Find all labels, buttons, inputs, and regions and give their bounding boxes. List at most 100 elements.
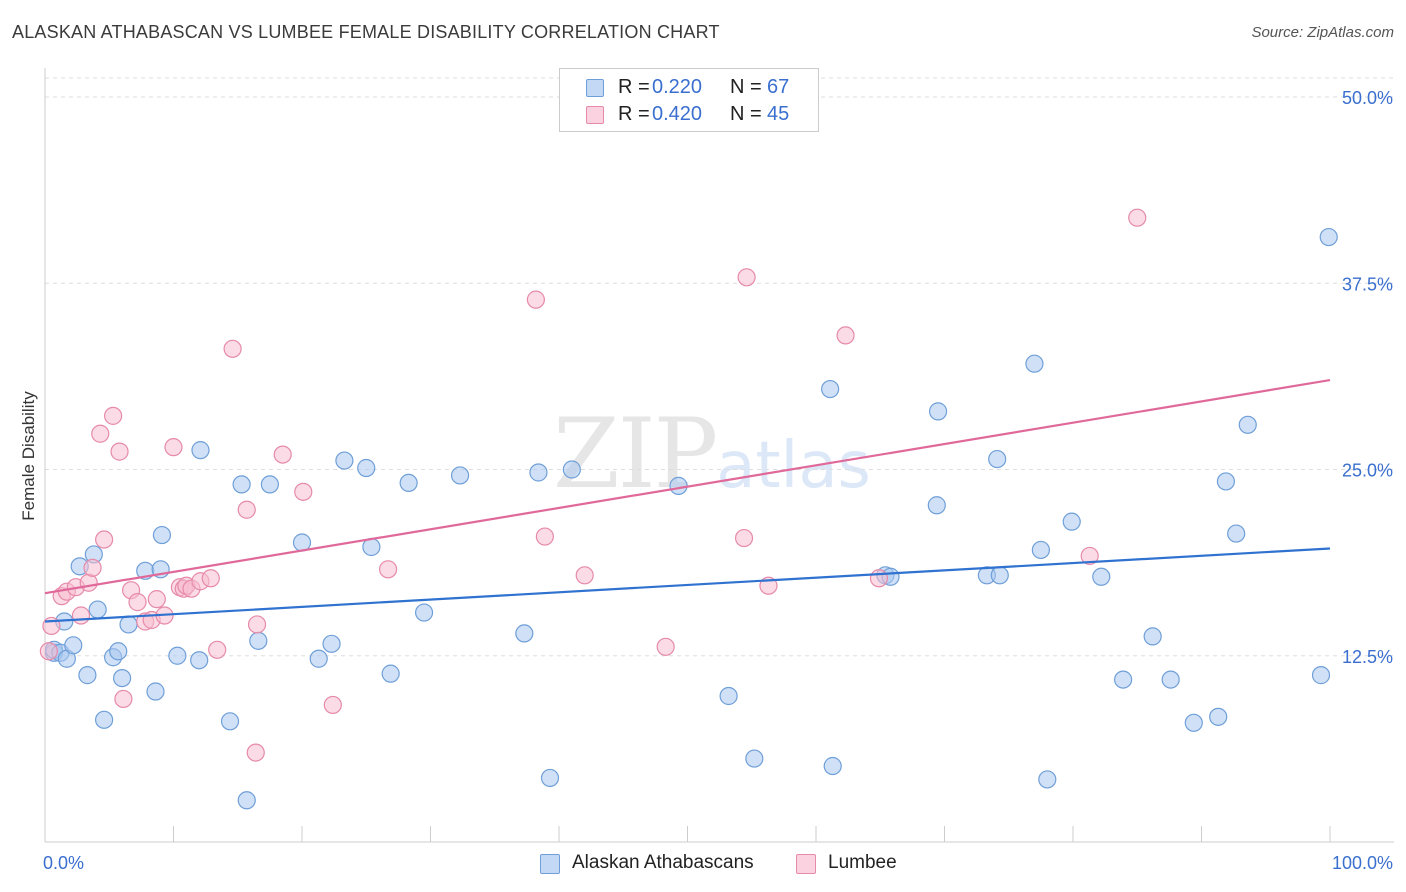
legend-n-value: 67 (767, 76, 790, 98)
trend-line-athabascan (44, 547, 1331, 623)
point-athabascan (1216, 472, 1236, 491)
trend-line-lumbee (44, 379, 1331, 595)
chart-title: ALASKAN ATHABASCAN VS LUMBEE FEMALE DISA… (12, 22, 720, 42)
point-athabascan (823, 756, 842, 776)
point-lumbee (836, 326, 855, 345)
legend-row-athabascan: R = 0.220 N = 67 (560, 75, 818, 101)
point-athabascan (1227, 524, 1246, 543)
point-athabascan (399, 473, 418, 493)
point-lumbee (95, 530, 114, 549)
point-athabascan (88, 600, 107, 619)
point-layer (39, 208, 1338, 810)
point-athabascan (190, 651, 209, 670)
point-athabascan (1038, 770, 1057, 789)
point-athabascan (64, 636, 83, 655)
point-athabascan (540, 768, 560, 788)
y-tick-label: 37.5% (1342, 274, 1393, 294)
point-athabascan (1143, 627, 1162, 646)
point-athabascan (381, 664, 400, 683)
point-athabascan (988, 449, 1007, 469)
point-lumbee (656, 637, 675, 656)
point-athabascan (152, 525, 172, 545)
point-lumbee (91, 424, 110, 443)
bottom-legend-label-athabascan: Alaskan Athabascans (572, 852, 754, 873)
legend-swatch-blue (586, 79, 604, 97)
point-athabascan (146, 682, 165, 701)
y-tick-label: 25.0% (1342, 461, 1393, 481)
point-lumbee (1128, 208, 1147, 227)
point-athabascan (249, 631, 268, 650)
point-lumbee (104, 406, 123, 425)
point-athabascan (990, 566, 1009, 585)
grid-layer (45, 77, 1394, 657)
watermark-zip: ZIP (553, 398, 718, 510)
point-athabascan (260, 475, 279, 494)
point-lumbee (247, 615, 267, 634)
point-athabascan (309, 649, 328, 668)
point-lumbee (869, 569, 889, 588)
point-athabascan (1114, 670, 1133, 689)
point-lumbee (323, 695, 342, 715)
x-tick-label: 100.0% (1332, 853, 1393, 873)
point-athabascan (232, 475, 251, 494)
point-athabascan (168, 646, 187, 665)
point-athabascan (109, 642, 128, 661)
point-athabascan (529, 463, 548, 482)
point-athabascan (928, 402, 948, 421)
point-lumbee (39, 642, 58, 661)
trend-layer (44, 379, 1331, 623)
point-athabascan (414, 603, 434, 622)
legend-row-lumbee: R = 0.420 N = 45 (560, 102, 818, 128)
point-lumbee (273, 445, 292, 464)
legend-n-label: N = (730, 103, 762, 125)
legend-n-value: 45 (767, 103, 790, 125)
point-lumbee (575, 566, 594, 585)
point-lumbee (201, 569, 220, 588)
point-lumbee (208, 640, 227, 659)
legend-n-label: N = (730, 76, 762, 98)
point-lumbee (147, 590, 166, 609)
point-lumbee (164, 438, 183, 457)
point-athabascan (191, 441, 210, 460)
bottom-legend-swatch-blue (540, 854, 560, 874)
point-lumbee (223, 339, 242, 358)
point-lumbee (79, 573, 98, 592)
source-label: Source: ZipAtlas.com (1251, 24, 1394, 41)
legend-r-value: 0.220 (652, 76, 703, 98)
point-athabascan (78, 666, 97, 685)
point-athabascan (821, 379, 840, 399)
point-athabascan (515, 624, 534, 643)
point-athabascan (719, 686, 738, 706)
point-lumbee (237, 500, 256, 519)
axis-layer (44, 68, 1394, 843)
point-athabascan (1092, 567, 1111, 586)
point-lumbee (526, 290, 545, 309)
bottom-legend-label-lumbee: Lumbee (828, 852, 897, 873)
point-athabascan (1311, 666, 1331, 685)
correlation-legend: R = 0.220 N = 67 R = 0.420 N = 45 (559, 68, 819, 132)
point-lumbee (737, 268, 756, 287)
point-athabascan (1238, 415, 1257, 434)
point-athabascan (112, 668, 132, 688)
point-athabascan (119, 615, 138, 634)
x-tick-label: 0.0% (43, 853, 84, 873)
point-athabascan (357, 458, 376, 478)
point-athabascan (220, 712, 240, 731)
y-axis-title: Female Disability (19, 391, 38, 521)
point-lumbee (1080, 546, 1099, 566)
legend-r-value: 0.420 (652, 103, 703, 125)
point-lumbee (71, 606, 91, 625)
y-tick-label: 50.0% (1342, 88, 1393, 108)
point-athabascan (562, 460, 581, 479)
point-lumbee (83, 558, 102, 577)
point-lumbee (246, 743, 265, 762)
point-athabascan (1184, 713, 1203, 732)
point-athabascan (1031, 540, 1050, 560)
point-athabascan (1025, 354, 1044, 373)
point-athabascan (669, 476, 688, 495)
watermark-atlas: atlas (716, 429, 871, 503)
y-tick-label: 12.5% (1342, 647, 1393, 667)
point-athabascan (745, 749, 764, 768)
point-athabascan (1062, 512, 1081, 531)
